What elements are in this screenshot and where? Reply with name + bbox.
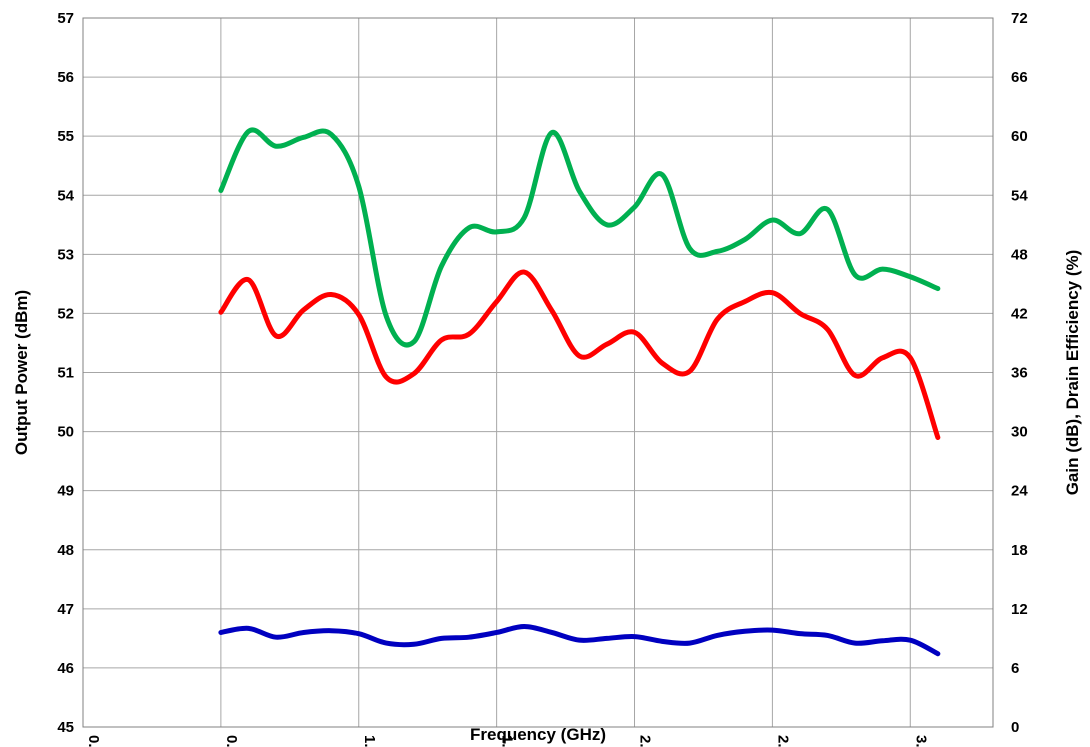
x-tick-labels: 0.0 0.5 1.0 1.5 2.0 2.5 3.0 <box>85 735 929 747</box>
plot-frame <box>82 17 994 728</box>
y-tick-label: 56 <box>57 69 74 86</box>
y2-tick-label: 30 <box>1011 424 1028 441</box>
y-tick-label: 52 <box>57 305 74 322</box>
series-lines <box>218 127 941 657</box>
y-tick-label: 47 <box>57 601 74 618</box>
y-tick-label: 57 <box>57 10 74 27</box>
x-tick-label: 1.0 <box>361 735 378 747</box>
y2-tick-label: 24 <box>1011 483 1028 500</box>
y2-tick-labels: 0 6 12 18 24 30 36 42 48 54 60 66 72 <box>1011 10 1028 736</box>
series-line-3 <box>218 624 941 657</box>
y2-tick-label: 54 <box>1011 187 1028 204</box>
y2-tick-label: 66 <box>1011 69 1028 86</box>
y-tick-label: 49 <box>57 483 74 500</box>
x-tick-label: 0.5 <box>223 735 240 747</box>
y-tick-label: 46 <box>57 660 74 677</box>
y-tick-label: 54 <box>57 187 74 204</box>
x-tick-label: 2.0 <box>637 735 654 747</box>
y2-tick-label: 72 <box>1011 10 1028 27</box>
y2-tick-label: 42 <box>1011 305 1028 322</box>
y2-tick-label: 18 <box>1011 542 1028 559</box>
y-tick-label: 53 <box>57 246 74 263</box>
y2-tick-label: 0 <box>1011 719 1019 736</box>
y2-tick-label: 12 <box>1011 601 1028 618</box>
x-axis-title: Frequency (GHz) <box>470 725 606 744</box>
y2-tick-label: 60 <box>1011 128 1028 145</box>
y-axis-title: Output Power (dBm) <box>12 290 31 455</box>
y2-tick-label: 36 <box>1011 365 1028 382</box>
x-tick-label: 2.5 <box>774 735 791 747</box>
x-tick-label: 1.5 <box>499 735 516 747</box>
y-tick-label: 50 <box>57 424 74 441</box>
x-tick-label: 0.0 <box>85 735 102 747</box>
series-line-2 <box>218 269 941 440</box>
y-tick-label: 55 <box>57 128 74 145</box>
y-tick-label: 45 <box>57 719 74 736</box>
y2-tick-label: 48 <box>1011 246 1028 263</box>
y-tick-label: 48 <box>57 542 74 559</box>
series-line-1 <box>218 127 941 348</box>
grid-lines <box>83 18 993 727</box>
y-tick-label: 51 <box>57 365 74 382</box>
y2-tick-label: 6 <box>1011 660 1019 677</box>
y2-axis-title: Gain (dB), Drain Efficiency (%) <box>1063 250 1082 496</box>
y-tick-labels: 45 46 47 48 49 50 51 52 53 54 55 56 57 <box>57 10 74 736</box>
x-tick-label: 3.0 <box>912 735 929 747</box>
